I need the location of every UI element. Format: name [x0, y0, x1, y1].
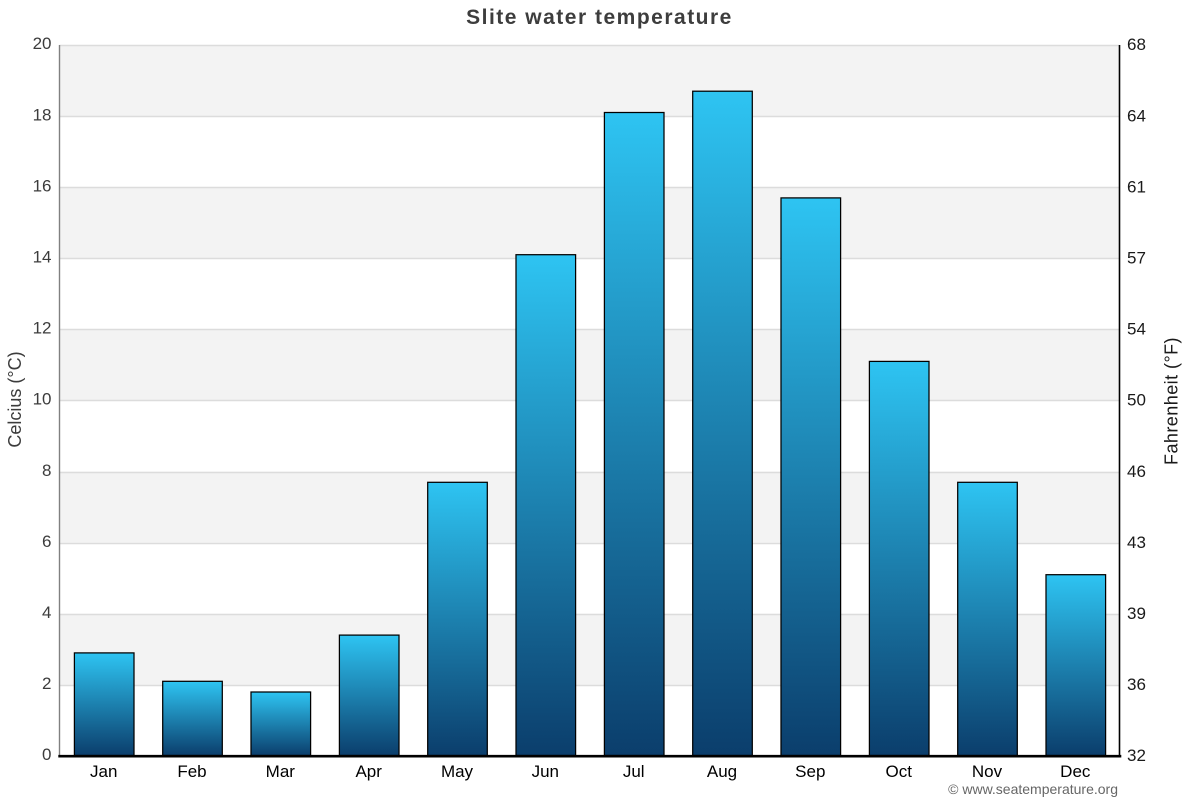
svg-text:Aug: Aug — [707, 762, 737, 781]
svg-text:10: 10 — [33, 390, 52, 409]
svg-text:50: 50 — [1127, 391, 1146, 410]
svg-text:14: 14 — [33, 248, 52, 267]
svg-text:54: 54 — [1127, 320, 1146, 339]
svg-text:32: 32 — [1127, 746, 1146, 765]
svg-text:8: 8 — [42, 461, 51, 480]
svg-text:12: 12 — [33, 319, 52, 338]
svg-text:Nov: Nov — [972, 762, 1003, 781]
svg-text:Fahrenheit (°F): Fahrenheit (°F) — [1162, 337, 1182, 465]
svg-text:0: 0 — [42, 745, 51, 764]
svg-text:57: 57 — [1127, 249, 1146, 268]
svg-text:Jul: Jul — [623, 762, 645, 781]
svg-text:© www.seatemperature.org: © www.seatemperature.org — [948, 781, 1118, 797]
svg-text:64: 64 — [1127, 106, 1146, 125]
svg-text:May: May — [441, 762, 474, 781]
svg-text:Feb: Feb — [177, 762, 206, 781]
svg-text:Jun: Jun — [532, 762, 559, 781]
svg-text:Dec: Dec — [1060, 762, 1091, 781]
svg-text:4: 4 — [42, 603, 51, 622]
svg-text:43: 43 — [1127, 533, 1146, 552]
svg-text:Sep: Sep — [795, 762, 825, 781]
svg-text:46: 46 — [1127, 462, 1146, 481]
svg-text:68: 68 — [1127, 35, 1146, 54]
svg-text:Slite water temperature: Slite water temperature — [466, 6, 733, 29]
svg-text:Jan: Jan — [90, 762, 117, 781]
svg-text:Oct: Oct — [885, 762, 912, 781]
svg-text:61: 61 — [1127, 177, 1146, 196]
svg-text:6: 6 — [42, 532, 51, 551]
svg-text:Celcius (°C): Celcius (°C) — [5, 351, 25, 447]
svg-text:18: 18 — [33, 105, 52, 124]
svg-text:20: 20 — [33, 34, 52, 53]
svg-text:16: 16 — [33, 176, 52, 195]
svg-text:Apr: Apr — [355, 762, 382, 781]
svg-text:36: 36 — [1127, 675, 1146, 694]
svg-text:39: 39 — [1127, 604, 1146, 623]
svg-text:2: 2 — [42, 674, 51, 693]
svg-text:Mar: Mar — [266, 762, 296, 781]
